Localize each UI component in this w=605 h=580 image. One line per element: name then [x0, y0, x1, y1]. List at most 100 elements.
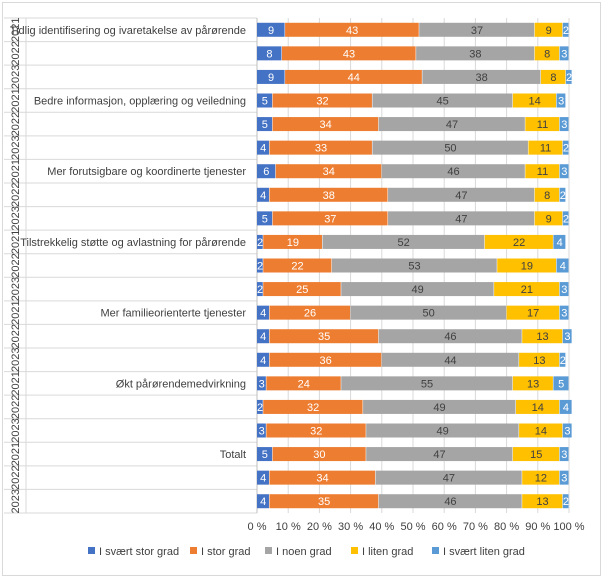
data-label: 19	[521, 261, 533, 273]
data-label: 2	[257, 261, 263, 273]
legend-swatch	[351, 547, 358, 554]
data-label: 13	[536, 331, 548, 343]
data-label: 2	[257, 284, 263, 296]
data-label: 13	[533, 355, 545, 367]
data-label: 21	[521, 284, 533, 296]
data-label: 4	[563, 402, 569, 414]
data-label: 32	[307, 402, 319, 414]
data-label: 12	[535, 473, 547, 485]
year-label: 2021	[10, 371, 22, 395]
data-label: 44	[348, 72, 360, 84]
data-label: 6	[263, 166, 269, 178]
legend-label: I svært liten grad	[443, 546, 525, 558]
year-label: 2021	[10, 88, 22, 112]
data-label: 8	[266, 48, 272, 60]
category-label: Tidlig identifisering og ivaretakelse av…	[10, 25, 246, 37]
legend-label: I noen grad	[276, 546, 332, 558]
data-label: 3	[561, 308, 567, 320]
data-label: 36	[320, 355, 332, 367]
data-label: 38	[469, 48, 481, 60]
year-label: 2022	[10, 253, 22, 277]
data-label: 2	[563, 213, 569, 225]
data-label: 9	[546, 25, 552, 37]
legend-label: I liten grad	[362, 546, 413, 558]
category-label: Bedre informasjon, opplæring og veiledni…	[34, 96, 246, 108]
year-label: 2023	[10, 277, 22, 301]
data-label: 4	[560, 261, 566, 273]
data-label: 14	[529, 96, 541, 108]
data-label: 3	[564, 426, 570, 438]
legend-label: I svært stor grad	[99, 546, 179, 558]
x-tick-label: 20 %	[307, 521, 332, 533]
data-label: 17	[527, 308, 539, 320]
data-label: 9	[268, 72, 274, 84]
data-label: 35	[318, 496, 330, 508]
x-tick-label: 30 %	[338, 521, 363, 533]
data-label: 46	[444, 496, 456, 508]
data-label: 22	[513, 237, 525, 249]
category-label: Økt pårørendemedvirkning	[116, 378, 246, 390]
data-label: 47	[433, 449, 445, 461]
data-label: 5	[262, 96, 268, 108]
data-label: 2	[257, 237, 263, 249]
data-label: 3	[259, 426, 265, 438]
legend-swatch	[88, 547, 95, 554]
data-label: 24	[298, 378, 310, 390]
data-label: 3	[561, 119, 567, 131]
data-label: 5	[262, 449, 268, 461]
data-label: 47	[455, 190, 467, 202]
data-label: 9	[268, 25, 274, 37]
data-label: 34	[323, 166, 335, 178]
data-label: 3	[564, 331, 570, 343]
data-label: 47	[443, 473, 455, 485]
data-label: 5	[262, 119, 268, 131]
data-label: 4	[260, 355, 266, 367]
year-label: 2022	[10, 41, 22, 65]
data-label: 3	[561, 166, 567, 178]
data-label: 50	[422, 308, 434, 320]
data-label: 14	[532, 402, 544, 414]
year-label: 2022	[10, 465, 22, 489]
data-label: 43	[346, 25, 358, 37]
data-label: 44	[444, 355, 456, 367]
x-tick-label: 40 %	[369, 521, 394, 533]
data-label: 22	[291, 261, 303, 273]
year-label: 2022	[10, 112, 22, 136]
data-label: 15	[530, 449, 542, 461]
category-label: Totalt	[220, 449, 246, 461]
x-tick-label: 70 %	[463, 521, 488, 533]
stacked-bar-chart: 9 43 37 9 28 43 38 8 39 44 38 8 25 32 45 14 35 34 47 11 34 33…	[0, 0, 605, 580]
legend-label: I stor grad	[201, 546, 251, 558]
data-label: 11	[537, 166, 548, 178]
category-labels: Tidlig identifisering og ivaretakelse av…	[10, 18, 247, 514]
legend-swatch	[265, 547, 272, 554]
data-label: 3	[561, 449, 567, 461]
year-label: 2022	[10, 395, 22, 419]
data-label: 52	[398, 237, 410, 249]
year-label: 2022	[10, 324, 22, 348]
data-label: 19	[287, 237, 299, 249]
data-label: 33	[315, 143, 327, 155]
year-label: 2023	[10, 135, 22, 159]
data-label: 8	[544, 48, 550, 60]
year-label: 2021	[10, 442, 22, 466]
year-label: 2023	[10, 418, 22, 442]
data-label: 47	[455, 213, 467, 225]
data-label: 35	[318, 331, 330, 343]
data-label: 11	[540, 143, 551, 155]
year-label: 2021	[10, 18, 22, 42]
x-tick-label: 100 %	[553, 521, 584, 533]
data-label: 37	[471, 25, 483, 37]
data-label: 46	[444, 331, 456, 343]
data-label: 8	[550, 72, 556, 84]
data-label: 13	[536, 496, 548, 508]
data-label: 3	[558, 96, 564, 108]
data-label: 47	[446, 119, 458, 131]
data-label: 49	[433, 402, 445, 414]
year-label: 2023	[10, 65, 22, 89]
data-label: 4	[260, 496, 266, 508]
data-label: 2	[560, 355, 566, 367]
legend: I svært stor grad I stor grad I noen grad I…	[88, 546, 525, 558]
category-label: Tilstrekkelig støtte og avlastning for p…	[20, 237, 246, 249]
x-tick-label: 50 %	[400, 521, 425, 533]
